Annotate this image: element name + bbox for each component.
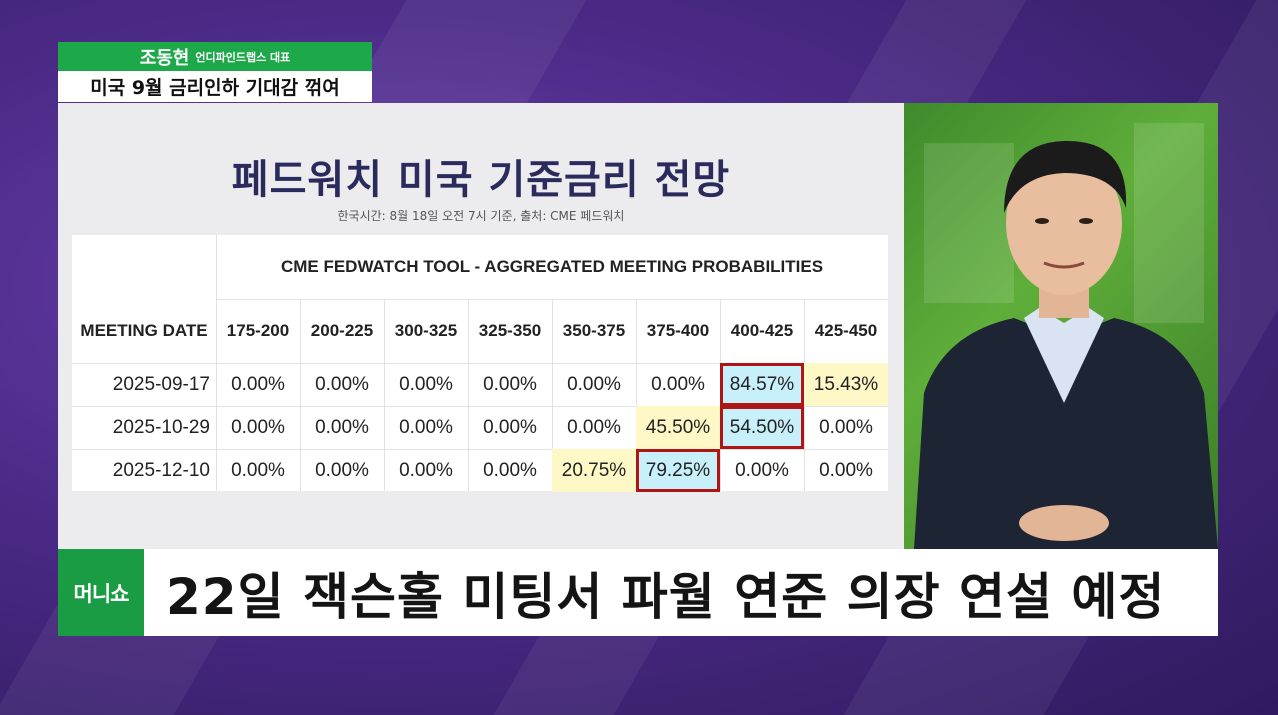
probability-cell: 0.00%: [483, 373, 537, 395]
probability-cell: 0.00%: [399, 459, 453, 481]
table-gridline: [636, 299, 637, 491]
probability-cell: 0.00%: [651, 373, 705, 395]
probability-cell: 0.00%: [315, 416, 369, 438]
table-gridline: [72, 449, 888, 450]
topic-text: 미국 9월 금리인하 기대감 꺾여: [90, 77, 340, 99]
probability-cell: 45.50%: [636, 406, 720, 449]
anchor-figure: [914, 140, 1218, 549]
speaker-name: 조동현: [139, 47, 190, 69]
probability-cell: 0.00%: [315, 373, 369, 395]
studio-backdrop-panel: [924, 143, 1014, 303]
table-header: CME FEDWATCH TOOL - AGGREGATED MEETING P…: [280, 257, 824, 276]
probability-cell: 0.00%: [819, 459, 873, 481]
column-header: 175-200: [226, 321, 290, 340]
table-gridline: [72, 363, 888, 364]
probability-cell: 0.00%: [483, 459, 537, 481]
probability-cell: 0.00%: [735, 459, 789, 481]
probability-cell: 0.00%: [315, 459, 369, 481]
column-header: 350-375: [562, 321, 626, 340]
probability-cell: 0.00%: [483, 416, 537, 438]
probability-cell: 0.00%: [231, 459, 285, 481]
caption-text: 22일 잭슨홀 미팅서 파월 연준 의장 연설 예정: [166, 567, 1166, 626]
speaker-name-bar: 조동현 언디파인드랩스 대표: [58, 42, 372, 71]
column-header: 200-225: [310, 321, 374, 340]
column-header: 300-325: [394, 321, 458, 340]
table-gridline: [552, 299, 553, 491]
probability-cell: 0.00%: [819, 416, 873, 438]
speaker-role: 언디파인드랩스 대표: [195, 50, 291, 64]
meeting-date: 2025-12-10: [112, 459, 210, 481]
probability-cell: 20.75%: [552, 449, 636, 492]
probability-cell: 84.57%: [720, 363, 804, 406]
probability-cell: 0.00%: [567, 373, 621, 395]
probability-cell: 79.25%: [636, 449, 720, 492]
topic-bar: 미국 9월 금리인하 기대감 꺾여: [58, 71, 372, 102]
board-subtitle: 한국시간: 8월 18일 오전 7시 기준, 출처: CME 페드워치: [337, 209, 625, 223]
table-gridline: [468, 299, 469, 491]
probability-cell: 54.50%: [720, 406, 804, 449]
column-header: 375-400: [646, 321, 710, 340]
column-header-date: MEETING DATE: [80, 321, 208, 340]
probability-cell: 0.00%: [399, 416, 453, 438]
meeting-date: 2025-10-29: [112, 416, 210, 438]
probability-cell: 0.00%: [567, 416, 621, 438]
news-caption-bar: 22일 잭슨홀 미팅서 파월 연준 의장 연설 예정: [144, 549, 1218, 636]
studio-backdrop-panel: [1134, 123, 1204, 323]
table-gridline: [216, 299, 888, 300]
channel-logo: 머니쇼: [58, 549, 144, 636]
column-header: 425-450: [814, 321, 878, 340]
column-header: 400-425: [730, 321, 794, 340]
info-board: 페드워치 미국 기준금리 전망 한국시간: 8월 18일 오전 7시 기준, 출…: [58, 103, 904, 549]
table-gridline: [384, 299, 385, 491]
probability-cell: 0.00%: [399, 373, 453, 395]
anchor-video-panel: [904, 103, 1218, 549]
probability-cell: 15.43%: [804, 363, 888, 406]
probability-cell: 0.00%: [231, 373, 285, 395]
channel-logo-text: 머니쇼: [73, 581, 130, 606]
column-header: 325-350: [478, 321, 542, 340]
probability-cell: 0.00%: [231, 416, 285, 438]
meeting-date: 2025-09-17: [112, 373, 210, 395]
board-title: 페드워치 미국 기준금리 전망: [231, 157, 731, 203]
probability-table: CME FEDWATCH TOOL - AGGREGATED MEETING P…: [72, 235, 888, 492]
table-gridline: [72, 406, 888, 407]
table-gridline: [300, 299, 301, 491]
